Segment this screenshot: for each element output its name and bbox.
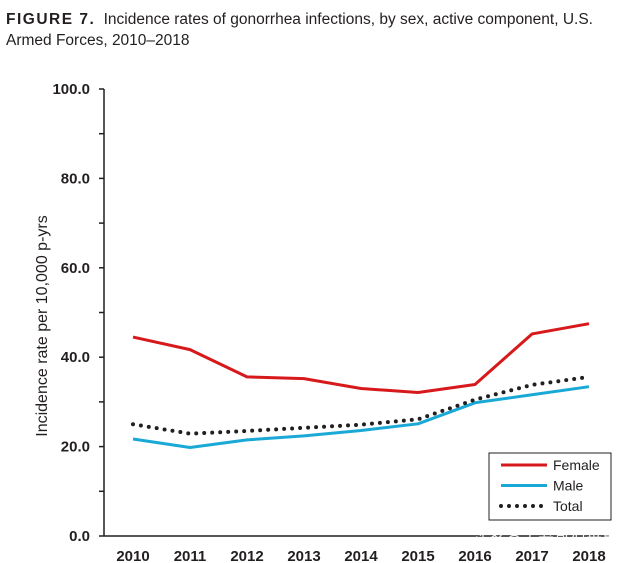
x-tick-label: 2013	[287, 548, 320, 563]
legend-label-total: Total	[553, 498, 583, 514]
watermark-text: 头条@大龙哥侃世界	[474, 531, 618, 550]
figure-caption: FIGURE 7. Incidence rates of gonorrhea i…	[6, 9, 636, 51]
legend-label-male: Male	[553, 478, 584, 494]
x-tick-label: 2014	[344, 548, 378, 563]
x-tick-label: 2017	[515, 548, 548, 563]
x-tick-label: 2011	[174, 548, 207, 563]
x-tick-label: 2016	[458, 548, 491, 563]
y-tick-label: 60.0	[61, 260, 90, 277]
y-tick-label: 40.0	[61, 349, 90, 366]
x-tick-label: 2018	[572, 548, 605, 563]
series-line-total	[131, 374, 591, 436]
chart-axes: 0.0 20.0 40.0 60.0 80.0 100.0 2010 2011 2012 2013…	[52, 81, 609, 563]
figure-title: Incidence rates of gonorrhea infections,…	[6, 11, 593, 49]
x-tick-label: 2010	[116, 548, 149, 563]
y-tick-label: 0.0	[69, 528, 90, 545]
x-tick-label: 2012	[230, 548, 263, 563]
legend-label-female: Female	[553, 457, 600, 473]
x-tick-label: 2015	[401, 548, 434, 563]
series-line-female	[132, 322, 590, 395]
y-axis-title: Incidence rate per 10,000 p-yrs	[34, 215, 51, 436]
y-tick-label: 100.0	[52, 81, 90, 98]
y-tick-label: 80.0	[61, 170, 90, 187]
y-tick-label: 20.0	[61, 439, 90, 456]
chart-series	[131, 322, 591, 449]
chart-legend: Female Male Total	[488, 452, 612, 521]
figure-label: FIGURE 7.	[6, 11, 96, 28]
series-line-male	[132, 385, 590, 449]
